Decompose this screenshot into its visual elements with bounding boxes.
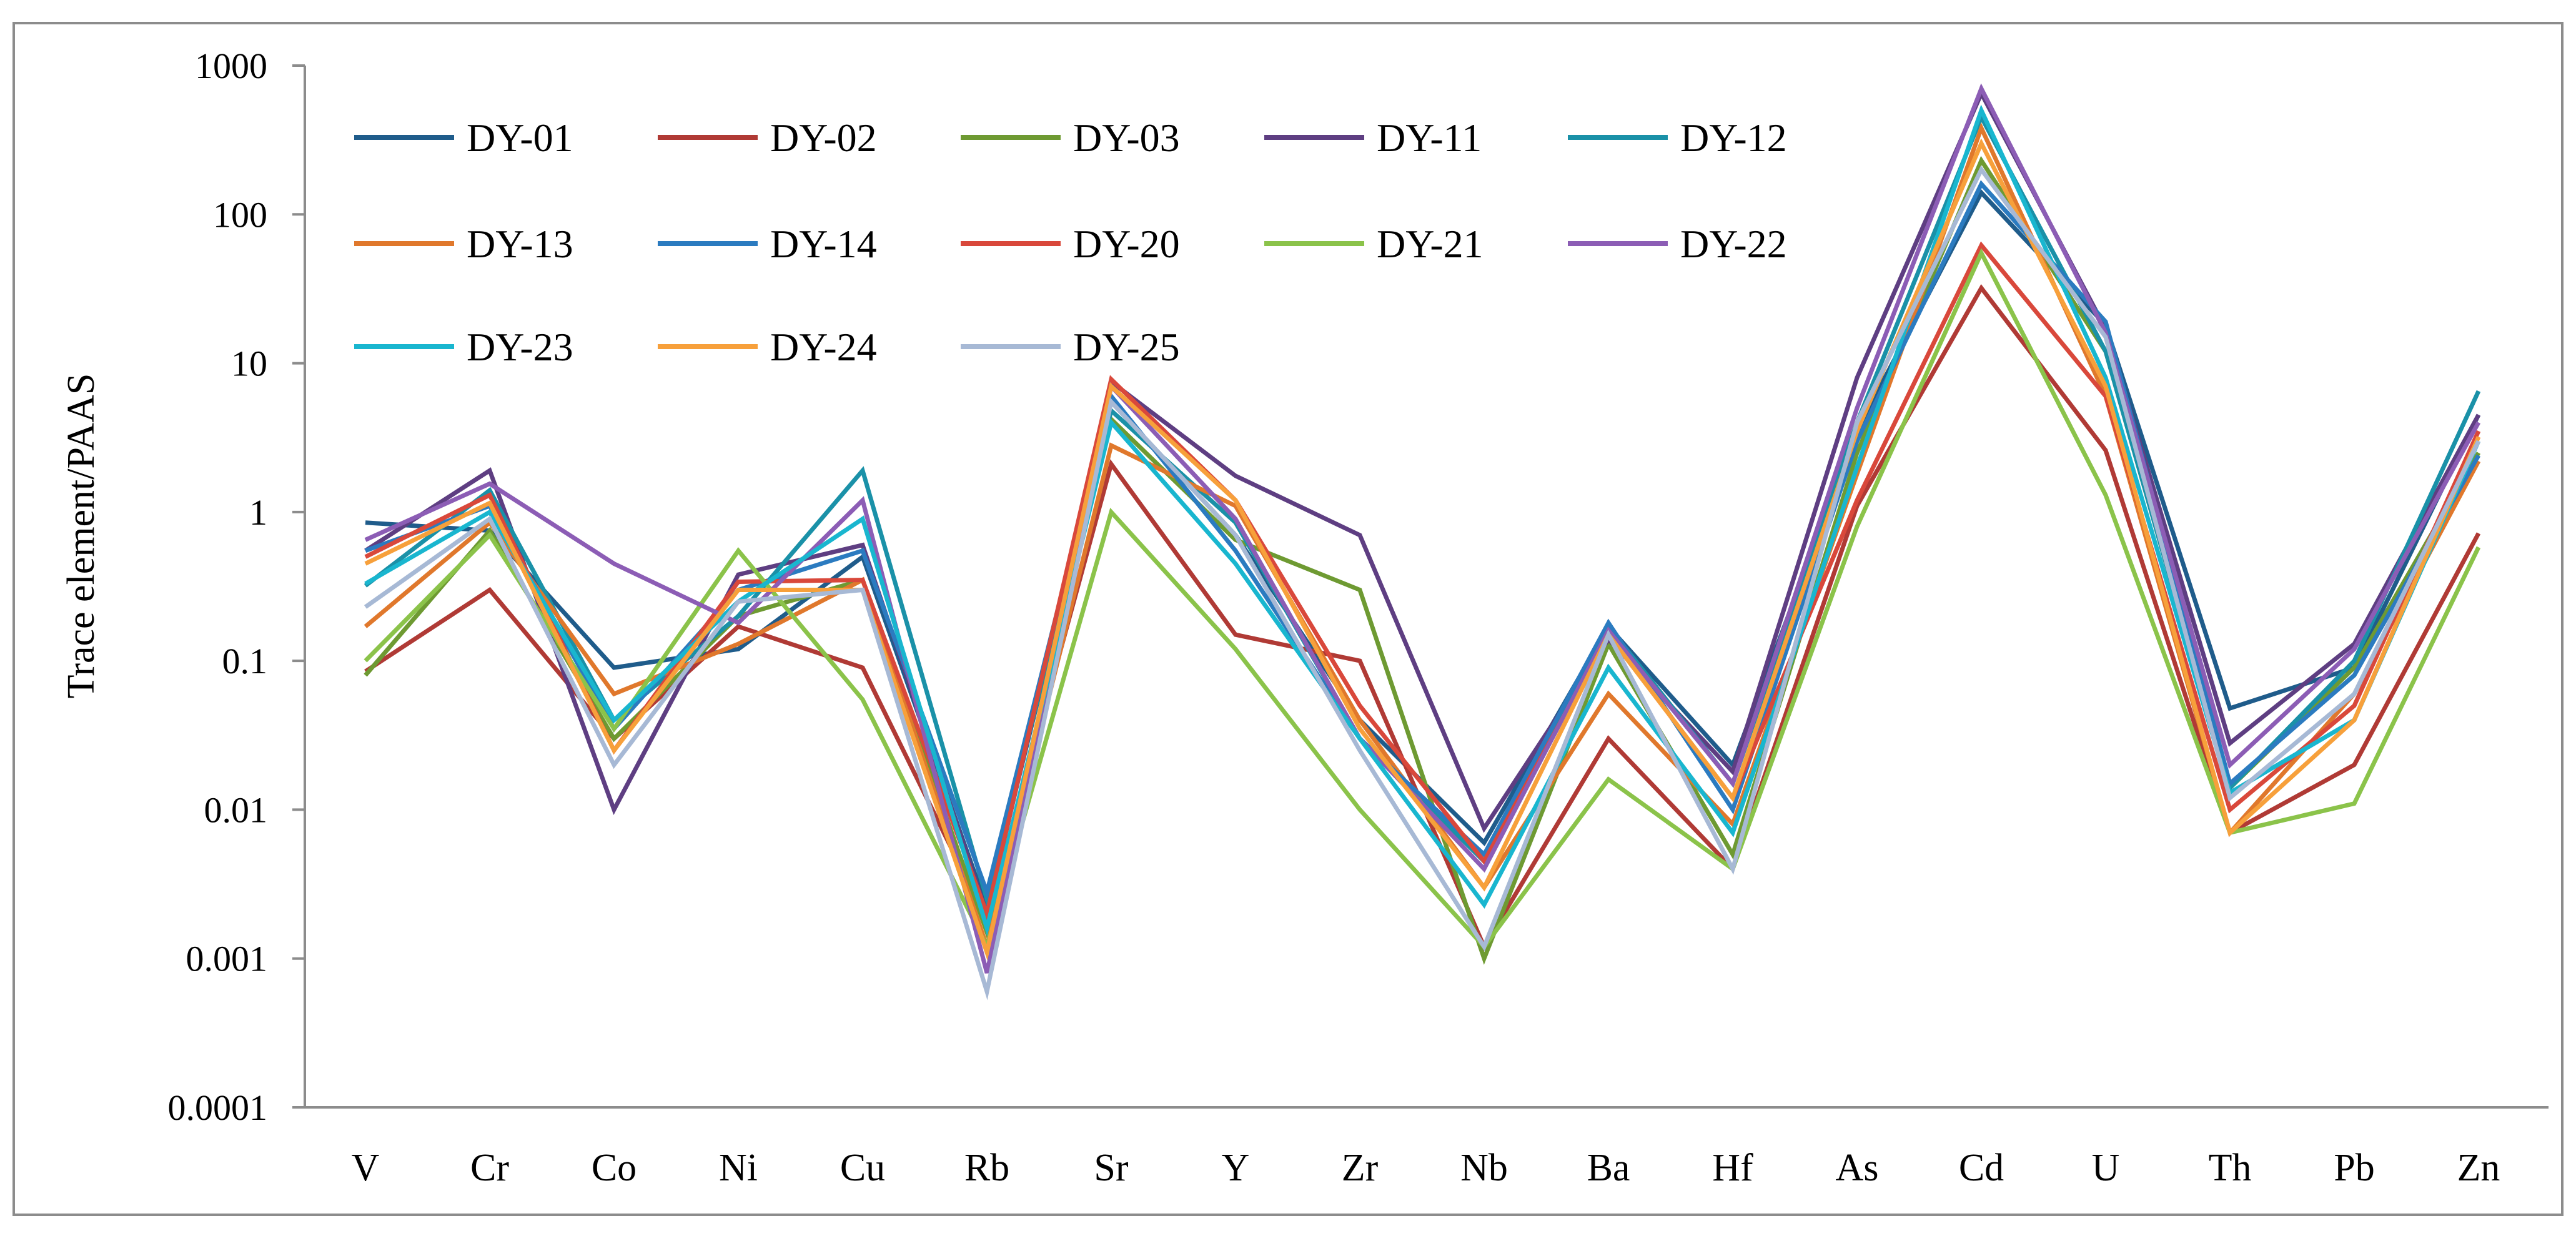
- y-tick-label: 0.0001: [168, 1087, 268, 1128]
- series-lines: [364, 83, 2481, 1001]
- x-tick-label: Pb: [2334, 1147, 2374, 1189]
- x-axis-ticks: V Cr Co Ni Cu Rb Sr Y Zr Nb Ba Hf As Cd U Th Pb Zn: [352, 1147, 2500, 1189]
- y-tick-label: 1: [249, 492, 267, 533]
- x-tick-label: Cd: [1959, 1147, 2004, 1189]
- y-tick-label: 0.01: [204, 789, 268, 830]
- series-line-dy-22: [364, 83, 2481, 974]
- y-axis-ticks: 0.0001 0.001 0.01 0.1 1 10 100 1000: [168, 46, 305, 1128]
- legend-label-dy-01: DY-01: [467, 116, 573, 160]
- y-tick-label: 1000: [195, 46, 267, 86]
- legend-label-dy-11: DY-11: [1377, 116, 1482, 160]
- x-tick-label: Ni: [719, 1147, 758, 1189]
- y-tick-label: 0.1: [222, 641, 268, 681]
- legend-label-dy-03: DY-03: [1073, 116, 1180, 160]
- x-tick-label: Y: [1222, 1147, 1250, 1189]
- legend-label-dy-24: DY-24: [770, 325, 877, 369]
- x-tick-label: Th: [2209, 1147, 2252, 1189]
- legend-label-dy-23: DY-23: [467, 325, 573, 369]
- x-tick-label: As: [1836, 1147, 1879, 1189]
- series-line-dy-25: [364, 165, 2481, 1001]
- y-tick-label: 0.001: [186, 939, 268, 979]
- legend-label-dy-25: DY-25: [1073, 325, 1180, 369]
- legend-label-dy-12: DY-12: [1680, 116, 1787, 160]
- y-tick-label: 100: [213, 194, 267, 235]
- x-tick-label: Zr: [1342, 1147, 1379, 1189]
- y-axis-title: Trace element/PAAS: [60, 373, 102, 699]
- x-tick-label: Cu: [840, 1147, 885, 1189]
- x-tick-label: Sr: [1094, 1147, 1128, 1189]
- series-line-dy-21: [364, 248, 2481, 953]
- x-tick-label: Co: [592, 1147, 637, 1189]
- legend-label-dy-20: DY-20: [1073, 222, 1180, 266]
- y-tick-label: 10: [231, 344, 267, 384]
- legend: DY-01 DY-02 DY-03 DY-11 DY-12 DY-13 DY-14 DY-20…: [354, 116, 1787, 369]
- series-line-dy-12: [364, 112, 2481, 908]
- legend-label-dy-14: DY-14: [770, 222, 877, 266]
- axes: [304, 66, 2549, 1109]
- x-tick-label: Cr: [470, 1147, 509, 1189]
- x-tick-label: V: [352, 1147, 380, 1189]
- x-tick-label: U: [2092, 1147, 2120, 1189]
- series-line-dy-24: [364, 138, 2481, 961]
- x-tick-label: Ba: [1587, 1147, 1630, 1189]
- chart-border: [12, 22, 2564, 1216]
- x-tick-label: Nb: [1460, 1147, 1508, 1189]
- legend-label-dy-22: DY-22: [1680, 222, 1787, 266]
- x-tick-label: Zn: [2457, 1147, 2500, 1189]
- legend-label-dy-02: DY-02: [770, 116, 877, 160]
- x-tick-label: Hf: [1712, 1147, 1753, 1189]
- legend-label-dy-13: DY-13: [467, 222, 573, 266]
- x-tick-label: Rb: [964, 1147, 1009, 1189]
- legend-label-dy-21: DY-21: [1377, 222, 1484, 266]
- series-line-dy-23: [364, 104, 2481, 937]
